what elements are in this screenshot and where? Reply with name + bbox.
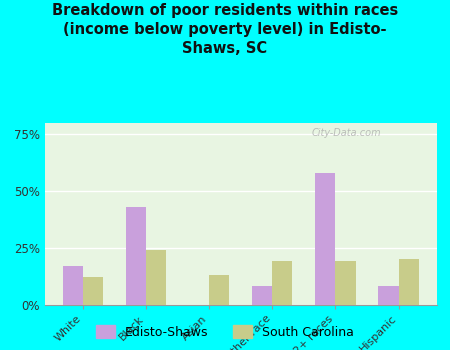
Bar (378, 286, 399, 304)
Bar (83, 277, 103, 304)
Bar (399, 259, 418, 304)
Text: City-Data.com: City-Data.com (311, 128, 381, 138)
Bar (252, 286, 272, 304)
Bar (63, 266, 83, 304)
Legend: Edisto-Shaws, South Carolina: Edisto-Shaws, South Carolina (91, 320, 359, 344)
Bar (126, 206, 146, 304)
Bar (315, 173, 335, 304)
Bar (272, 261, 292, 304)
Bar (146, 250, 166, 304)
Bar (209, 275, 230, 304)
Bar (335, 261, 356, 304)
Text: Breakdown of poor residents within races
(income below poverty level) in Edisto-: Breakdown of poor residents within races… (52, 4, 398, 56)
